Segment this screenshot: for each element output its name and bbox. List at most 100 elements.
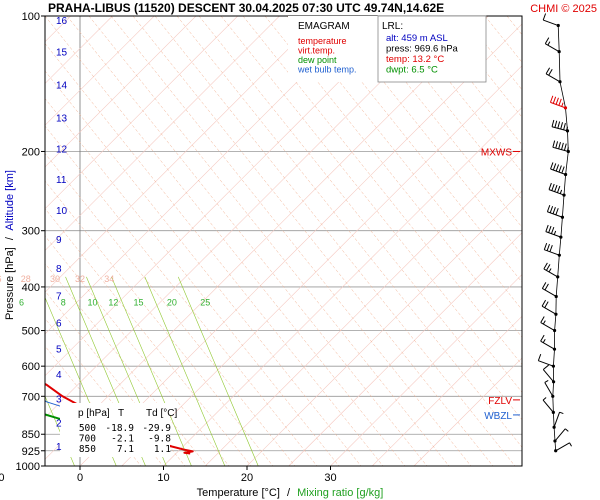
pressure-tick-label: 200 <box>22 146 40 158</box>
wind-barb-feather <box>554 120 558 128</box>
wind-barb-shaft <box>543 19 559 27</box>
y-axis-separator: / <box>4 236 16 240</box>
y-axis-label: Pressure [hPa] <box>4 247 16 320</box>
table-cell: 700 <box>79 434 96 445</box>
x-tick-label: 30 <box>324 472 336 484</box>
wind-barb-point <box>565 129 570 133</box>
wind-barb-shaft <box>542 369 554 383</box>
wind-barb-feather <box>546 264 551 271</box>
wind-barb-feather <box>544 37 550 44</box>
dry-adiabat-line <box>45 208 252 466</box>
dry-adiabat-line <box>45 16 406 466</box>
wind-barb-feather <box>561 166 565 174</box>
wind-barb-feather-half <box>547 41 551 46</box>
wind-barb-feather <box>543 242 548 250</box>
wind-barb-point <box>560 215 565 219</box>
wind-barb-feather <box>549 206 554 213</box>
dry-adiabat-line <box>45 290 186 466</box>
isotherm-line <box>45 16 447 418</box>
dry-adiabat-line <box>154 16 516 466</box>
mixing-ratio-label: 15 <box>133 298 143 308</box>
wind-barb-shaft <box>544 382 554 397</box>
isotherm-line <box>45 16 489 460</box>
dry-adiabat-line <box>45 70 362 466</box>
wind-barb-point <box>557 50 561 54</box>
wind-barb-feather <box>555 97 559 105</box>
axes-layer: 1002003004005006007008509251000123456789… <box>0 11 337 484</box>
wind-barb-feather <box>558 98 562 106</box>
wind-barb-point <box>551 364 555 368</box>
lrl-line: alt: 459 m ASL <box>386 33 448 44</box>
wind-barb-point <box>554 294 558 299</box>
wind-barb-feather <box>548 68 553 76</box>
table-cell: 850 <box>79 444 96 455</box>
dry-adiabat-line <box>374 16 522 201</box>
dry-adiabat-line <box>45 345 142 466</box>
wind-barb-shaft <box>541 305 557 315</box>
x-axis-separator: / <box>287 487 291 499</box>
mixing-ratio-label: 25 <box>200 298 210 308</box>
pressure-tick-label: 400 <box>22 282 40 294</box>
isotherm-line <box>246 190 522 466</box>
wind-barb-feather <box>542 364 549 370</box>
isotherm-line <box>205 148 522 466</box>
pressure-tick-label: 925 <box>22 446 40 458</box>
wind-barb-feather <box>563 143 567 151</box>
pressure-tick-label: 500 <box>22 326 40 338</box>
wind-barb-feather-half <box>542 397 547 401</box>
wind-barb-feather <box>560 122 564 130</box>
x-axis-label: Temperature [°C] <box>197 487 280 499</box>
wind-barb-point <box>566 149 570 154</box>
isotherm-line <box>45 16 280 251</box>
plot-area <box>45 16 522 466</box>
wind-barb-point <box>556 23 560 28</box>
wind-barb-feather <box>541 299 547 307</box>
wind-barb-feather <box>548 225 552 233</box>
wind-barb-shaft <box>542 288 557 297</box>
isopleth-layer <box>0 0 600 466</box>
mixing-ratio-line <box>111 276 192 466</box>
wind-barb-feather <box>540 334 545 342</box>
table-cell: 1.1 <box>154 444 171 455</box>
isotherm-line <box>330 274 522 466</box>
wind-barb-point <box>554 312 558 316</box>
isotherm-line <box>372 315 522 466</box>
summary-table-bg <box>60 403 170 457</box>
chart-title: PRAHA-LIBUS (11520) DESCENT 30.04.2025 0… <box>48 1 444 15</box>
isotherm-label: 28 <box>21 274 31 284</box>
summary-table: p [hPa] T Td [°C] 500 -18.9 -29.9 700 -2.1 -9.8 8… <box>60 403 177 457</box>
dry-adiabat-line <box>551 16 600 466</box>
wind-barb-feather <box>550 226 555 234</box>
wind-barb-shaft <box>545 73 561 83</box>
isotherm-line <box>288 232 522 466</box>
dry-adiabat-line <box>242 16 522 366</box>
isotherm-line <box>45 16 239 210</box>
isotherm-label: 32 <box>75 274 85 284</box>
dry-adiabat-line <box>198 16 522 421</box>
dry-adiabat-line <box>330 16 522 256</box>
pressure-tick-label: 700 <box>22 391 40 403</box>
mixing-ratio-label: 10 <box>88 298 98 308</box>
wind-barb-point <box>563 106 568 110</box>
wind-barb-shaft <box>547 211 563 218</box>
dry-adiabat-line <box>286 16 522 311</box>
pressure-tick-label: 100 <box>22 11 40 23</box>
wind-barb-feather <box>545 67 551 75</box>
wind-barb-feather <box>558 165 562 173</box>
isotherm-line <box>0 0 12 466</box>
wind-barb-feather <box>557 121 561 129</box>
dry-adiabat-line <box>352 16 522 228</box>
legend-box <box>288 16 378 82</box>
legend-item-label: temperature <box>298 36 347 46</box>
pressure-tick-label: 850 <box>22 429 40 441</box>
wind-barb-feather <box>546 204 551 212</box>
wind-barb-feather <box>551 183 555 191</box>
x-tick-label: 20 <box>241 472 253 484</box>
legend-item-label: wet bulb temp. <box>297 65 357 75</box>
wind-barb-feather <box>555 208 559 215</box>
dry-adiabat-line <box>45 263 208 466</box>
isopleth-labels: 0.10.20.511.5234681012152025-10-50510152… <box>0 274 210 308</box>
table-cell: -9.8 <box>148 434 171 445</box>
